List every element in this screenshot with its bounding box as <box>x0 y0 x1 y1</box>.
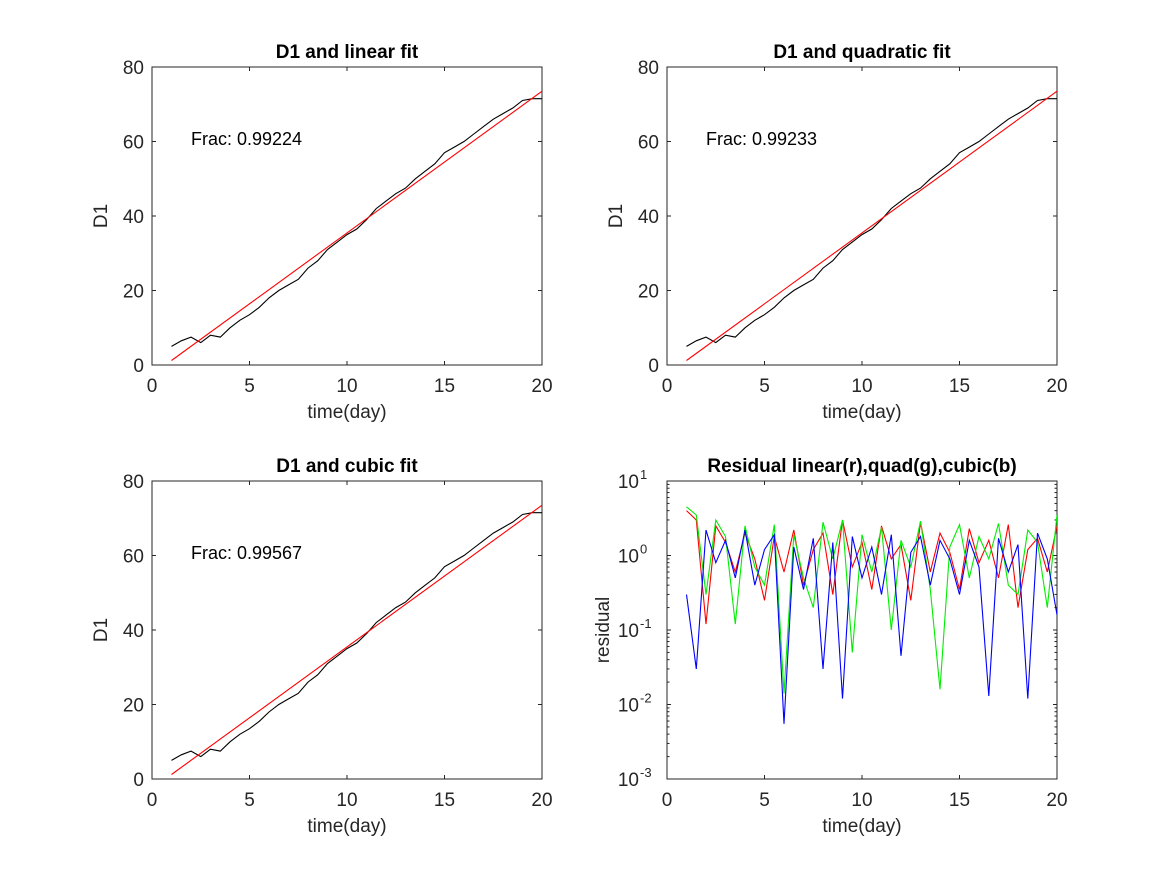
y-tick-label: 0 <box>648 356 659 377</box>
series-line-2 <box>171 90 542 361</box>
series-line-3 <box>685 529 1057 724</box>
x-tick-label: 15 <box>434 790 455 811</box>
x-tick-label: 5 <box>244 790 255 811</box>
y-tick-label: 40 <box>123 207 144 228</box>
series-line-2 <box>171 504 542 775</box>
x-tick-label: 10 <box>336 790 357 811</box>
frac-annotation: Frac: 0.99567 <box>191 543 302 563</box>
y-tick-label: 80 <box>638 58 659 79</box>
x-axis-label: time(day) <box>307 816 386 837</box>
chart-title: Residual linear(r),quad(g),cubic(b) <box>707 456 1016 477</box>
x-tick-label: 20 <box>531 790 552 811</box>
y-axis-label: D1 <box>91 618 112 642</box>
frac-annotation: Frac: 0.99233 <box>706 129 817 149</box>
y-tick-label: 20 <box>123 282 144 303</box>
x-tick-label: 0 <box>662 376 673 397</box>
y-tick-label: 80 <box>123 472 144 493</box>
x-tick-label: 15 <box>949 790 970 811</box>
y-tick-label-base: 10 <box>618 621 639 642</box>
y-tick-label: 0 <box>133 356 144 377</box>
y-tick-label-exponent: 1 <box>640 467 647 482</box>
frac-annotation: Frac: 0.99224 <box>191 129 302 149</box>
x-tick-label: 0 <box>147 376 158 397</box>
x-tick-label: 0 <box>662 790 673 811</box>
x-tick-label: 5 <box>244 376 255 397</box>
y-tick-label-base: 10 <box>618 472 639 493</box>
y-tick-label: 60 <box>123 133 144 154</box>
x-tick-label: 5 <box>759 790 770 811</box>
y-tick-label: 80 <box>123 58 144 79</box>
series-line-1 <box>686 98 1057 347</box>
x-tick-label: 20 <box>531 376 552 397</box>
chart-panel-1: 0 5 10 15 20 0 20 40 60 80 D1 and linear fit time(d… <box>91 42 553 423</box>
y-tick-label: 40 <box>123 621 144 642</box>
plot-area <box>151 66 543 366</box>
x-tick-label: 15 <box>949 376 970 397</box>
y-tick-label: 20 <box>123 696 144 717</box>
x-tick-label: 10 <box>851 376 872 397</box>
x-tick-label: 0 <box>147 790 158 811</box>
y-axis-label: D1 <box>606 204 627 228</box>
plot-area <box>151 480 543 780</box>
x-tick-label: 20 <box>1046 376 1067 397</box>
series-line-2 <box>686 506 1057 694</box>
chart-title: D1 and linear fit <box>276 42 419 63</box>
x-tick-label: 20 <box>1046 790 1067 811</box>
y-tick-label: 20 <box>638 282 659 303</box>
x-tick-label: 15 <box>434 376 455 397</box>
y-tick-label-base: 10 <box>618 770 639 791</box>
x-axis-label: time(day) <box>822 402 901 423</box>
y-tick-label: 60 <box>123 547 144 568</box>
x-tick-label: 10 <box>851 790 872 811</box>
x-tick-label: 10 <box>336 376 357 397</box>
x-axis-label: time(day) <box>822 816 901 837</box>
x-axis-label: time(day) <box>307 402 386 423</box>
y-tick-label: 40 <box>638 207 659 228</box>
series-line-1 <box>171 98 542 347</box>
chart-panel-3: 0 5 10 15 20 0 20 40 60 80 D1 and cubic fit time(da… <box>91 456 553 837</box>
y-axis-label: residual <box>593 597 614 664</box>
chart-title: D1 and quadratic fit <box>773 42 951 63</box>
y-tick-label-exponent: -1 <box>640 616 652 631</box>
y-tick-label-exponent: -3 <box>640 765 652 780</box>
y-tick-label-exponent: 0 <box>640 542 647 557</box>
y-tick-label: 60 <box>638 133 659 154</box>
plot-area <box>666 66 1058 366</box>
chart-panel-2: 0 5 10 15 20 0 20 40 60 80 D1 and quadratic fit tim… <box>606 42 1068 423</box>
series-line-2 <box>686 90 1057 361</box>
chart-title: D1 and cubic fit <box>276 456 418 477</box>
y-tick-label-base: 10 <box>618 696 639 717</box>
y-axis-label: D1 <box>91 204 112 228</box>
x-tick-label: 5 <box>759 376 770 397</box>
series-line-1 <box>171 512 542 761</box>
y-tick-label-base: 10 <box>618 547 639 568</box>
y-tick-label: 0 <box>133 770 144 791</box>
y-tick-label-exponent: -2 <box>640 691 652 706</box>
